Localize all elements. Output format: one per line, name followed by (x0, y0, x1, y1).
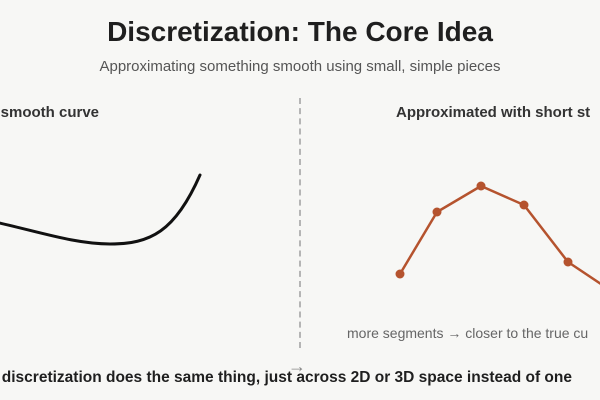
segment-node (563, 257, 573, 267)
segment-node (395, 269, 405, 279)
smooth-curve-label: smooth curve (0, 104, 99, 121)
smooth-curve (0, 173, 202, 246)
segment-node (432, 207, 442, 217)
footer-statement: h discretization does the same thing, ju… (0, 369, 572, 386)
segments-label: Approximated with short st (396, 104, 591, 121)
arrow-icon: → (288, 356, 306, 376)
segment-polyline (398, 184, 600, 285)
page-title: Discretization: The Core Idea (107, 16, 493, 47)
panel-divider (299, 98, 301, 348)
segment-node (476, 181, 486, 191)
segments-caption: more segments → closer to the true cu (347, 325, 589, 341)
segment-node (519, 200, 529, 210)
page-subtitle: Approximating something smooth using sma… (99, 58, 501, 75)
